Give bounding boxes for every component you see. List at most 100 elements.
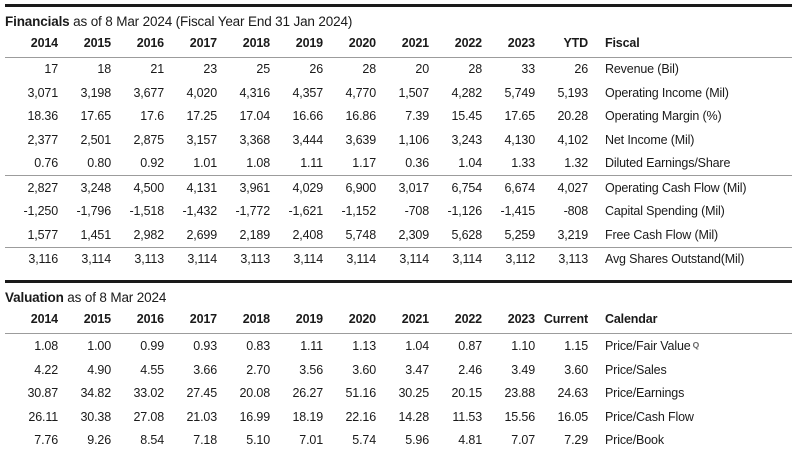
value-cell: 16.66	[292, 109, 323, 123]
section-title-text: Financials	[5, 14, 70, 29]
value-cell: 1.10	[511, 338, 535, 353]
value-cell: 30.25	[398, 386, 429, 400]
value-cell: 6,674	[482, 175, 535, 200]
row-label: Price/Cash Flow	[588, 405, 792, 429]
value-cell: 5,193	[557, 85, 588, 100]
value-cell: 3,113	[111, 246, 164, 271]
value-cell: 22.16	[345, 409, 376, 424]
value-cell: 33	[521, 62, 535, 76]
value-cell: 18	[97, 62, 111, 76]
value-cell: 34.82	[80, 386, 111, 400]
value-cell: 2.46	[458, 362, 482, 377]
value-cell: 2,408	[292, 227, 323, 242]
value-cell: 3,017	[376, 175, 429, 200]
value-cell: 17.65	[80, 109, 111, 123]
column-header-2019: 2019	[270, 310, 323, 334]
column-header-2023: 2023	[482, 34, 535, 58]
value-cell: 4.90	[87, 362, 111, 377]
value-cell: -1,518	[129, 204, 164, 218]
value-cell: -1,415	[500, 204, 535, 218]
row-label: Price/Sales	[588, 358, 792, 382]
value-cell: 0.76	[34, 156, 58, 170]
column-header-2014: 2014	[5, 310, 58, 334]
row-label-text: Capital Spending (Mil)	[605, 204, 725, 218]
column-header-calendar: Calendar	[588, 310, 792, 334]
value-cell: 15.56	[504, 409, 535, 424]
value-cell: 3,368	[239, 132, 270, 147]
row-label: Operating Cash Flow (Mil)	[588, 175, 792, 200]
value-cell: 17.25	[186, 109, 217, 123]
value-cell: 17	[44, 62, 58, 76]
column-header-2017: 2017	[164, 310, 217, 334]
value-cell: 16.05	[557, 409, 588, 424]
column-header-2015: 2015	[58, 310, 111, 334]
value-cell: 4,282	[451, 85, 482, 100]
column-header-ytd: YTD	[535, 34, 588, 58]
value-cell: 4,316	[239, 85, 270, 100]
row-label-text: Diluted Earnings/Share	[605, 156, 731, 170]
column-header-2019: 2019	[270, 34, 323, 58]
value-cell: 5.10	[246, 433, 270, 447]
value-cell: 20.28	[557, 109, 588, 123]
value-cell: 23.88	[504, 386, 535, 400]
value-cell: 4,020	[186, 85, 217, 100]
row-label: Operating Income (Mil)	[588, 81, 792, 105]
row-label: Operating Margin (%)	[588, 105, 792, 129]
row-label: Price/Earnings	[588, 382, 792, 406]
row-label-text: Price/Fair Value	[605, 339, 691, 353]
value-cell: 3,114	[164, 246, 217, 271]
value-cell: 7.07	[511, 433, 535, 447]
value-cell: 1.08	[246, 156, 270, 170]
value-cell: -1,796	[76, 204, 111, 218]
value-cell: 2,875	[133, 132, 164, 147]
value-cell: 5,259	[504, 227, 535, 242]
value-cell: 33.02	[133, 386, 164, 400]
column-header-2018: 2018	[217, 310, 270, 334]
value-cell: 2,827	[5, 175, 58, 200]
row-label: Free Cash Flow (Mil)	[588, 223, 792, 247]
value-cell: 3,113	[535, 246, 588, 271]
value-cell: 28	[362, 62, 376, 76]
value-cell: 4,131	[164, 175, 217, 200]
value-cell: 6,900	[323, 175, 376, 200]
value-cell: 2,501	[80, 132, 111, 147]
value-cell: 4,029	[270, 175, 323, 200]
value-cell: -1,250	[23, 204, 58, 218]
row-label: Diluted Earnings/Share	[588, 152, 792, 176]
table-row: 18.36 17.65 17.6 17.25 17.04 16.66 16.86 7.39 15…	[5, 105, 792, 129]
value-cell: 4,027	[535, 175, 588, 200]
value-cell: 26.27	[292, 386, 323, 400]
value-cell: 17.04	[239, 109, 270, 123]
value-cell: 3.60	[564, 362, 588, 377]
table-row: 1,577 1,451 2,982 2,699 2,189 2,408 5,748 2,309…	[5, 223, 792, 247]
value-cell: -1,126	[447, 204, 482, 218]
value-cell: 1.11	[300, 338, 323, 353]
value-cell: 2,377	[27, 132, 58, 147]
value-cell: 4,770	[345, 85, 376, 100]
value-cell: 4.22	[34, 362, 58, 377]
quantitative-rating-icon[interactable]: Q	[692, 340, 700, 350]
value-cell: 26	[574, 62, 588, 76]
value-cell: 3,198	[80, 85, 111, 100]
value-cell: 2.70	[246, 362, 270, 377]
column-header-2020: 2020	[323, 310, 376, 334]
value-cell: 0.87	[458, 338, 482, 353]
row-label-text: Operating Cash Flow (Mil)	[605, 180, 747, 195]
column-header-row: 2014 2015 2016 2017 2018 2019 2020 2021 2022 2023…	[5, 310, 792, 334]
value-cell: 3,114	[429, 246, 482, 271]
value-cell: 1.17	[352, 156, 376, 170]
value-cell: 20.15	[451, 386, 482, 400]
row-label-text: Price/Cash Flow	[605, 409, 694, 424]
value-cell: 20.08	[239, 386, 270, 400]
column-header-2021: 2021	[376, 310, 429, 334]
column-header-2020: 2020	[323, 34, 376, 58]
value-cell: 3,116	[5, 246, 58, 271]
value-cell: 3,114	[323, 246, 376, 271]
value-cell: 51.16	[345, 386, 376, 400]
value-cell: 5.74	[352, 433, 376, 447]
row-label: Net Income (Mil)	[588, 128, 792, 152]
value-cell: 0.93	[193, 338, 217, 353]
value-cell: 3.66	[193, 362, 217, 377]
value-cell: 3,114	[376, 246, 429, 271]
